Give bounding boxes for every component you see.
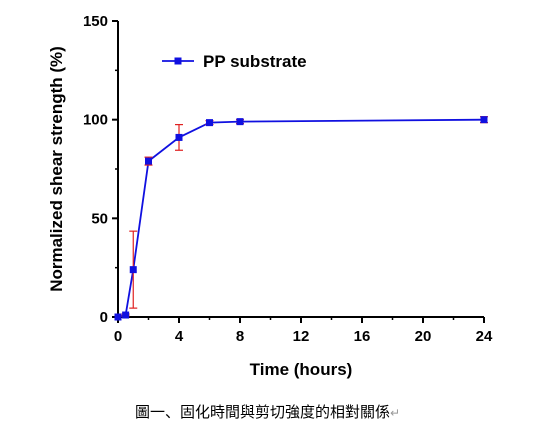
y-axis-title: Normalized shear strength (%): [47, 46, 66, 292]
x-tick-label: 0: [114, 328, 122, 345]
data-point: [175, 133, 183, 141]
x-tick-label: 16: [354, 328, 371, 345]
axes: 0 4 8 12 16 20 24 0 50 100 150 Time (hours) Normaliz…: [47, 13, 493, 379]
y-tick-label: 150: [83, 13, 108, 30]
x-tick-label: 8: [236, 328, 244, 345]
legend-marker: [174, 57, 182, 65]
x-tick-label: 24: [476, 328, 493, 345]
series-line: [117, 118, 485, 318]
data-point: [129, 266, 137, 274]
x-tick-label: 20: [415, 328, 432, 345]
x-tick-label: 12: [293, 328, 310, 345]
legend-label: PP substrate: [203, 52, 307, 71]
legend: PP substrate: [162, 52, 307, 71]
caption-text: 圖一、固化時間與剪切強度的相對關係: [134, 403, 390, 421]
y-tick-label: 0: [100, 309, 108, 326]
data-point: [145, 157, 152, 165]
x-axis-title: Time (hours): [250, 360, 353, 379]
figure-caption: 圖一、固化時間與剪切強度的相對關係↵: [0, 401, 535, 422]
data-point: [122, 311, 130, 319]
data-point: [480, 116, 488, 124]
data-point: [114, 313, 122, 321]
series-group: [114, 116, 488, 321]
data-point: [236, 118, 244, 126]
shear-strength-chart: 0 4 8 12 16 20 24 0 50 100 150 Time (hours) Normaliz…: [47, 13, 493, 379]
y-tick-label: 100: [83, 112, 108, 129]
x-tick-label: 4: [175, 328, 184, 345]
return-mark-icon: ↵: [389, 406, 401, 420]
y-tick-label: 50: [91, 210, 108, 227]
data-point: [206, 119, 213, 127]
